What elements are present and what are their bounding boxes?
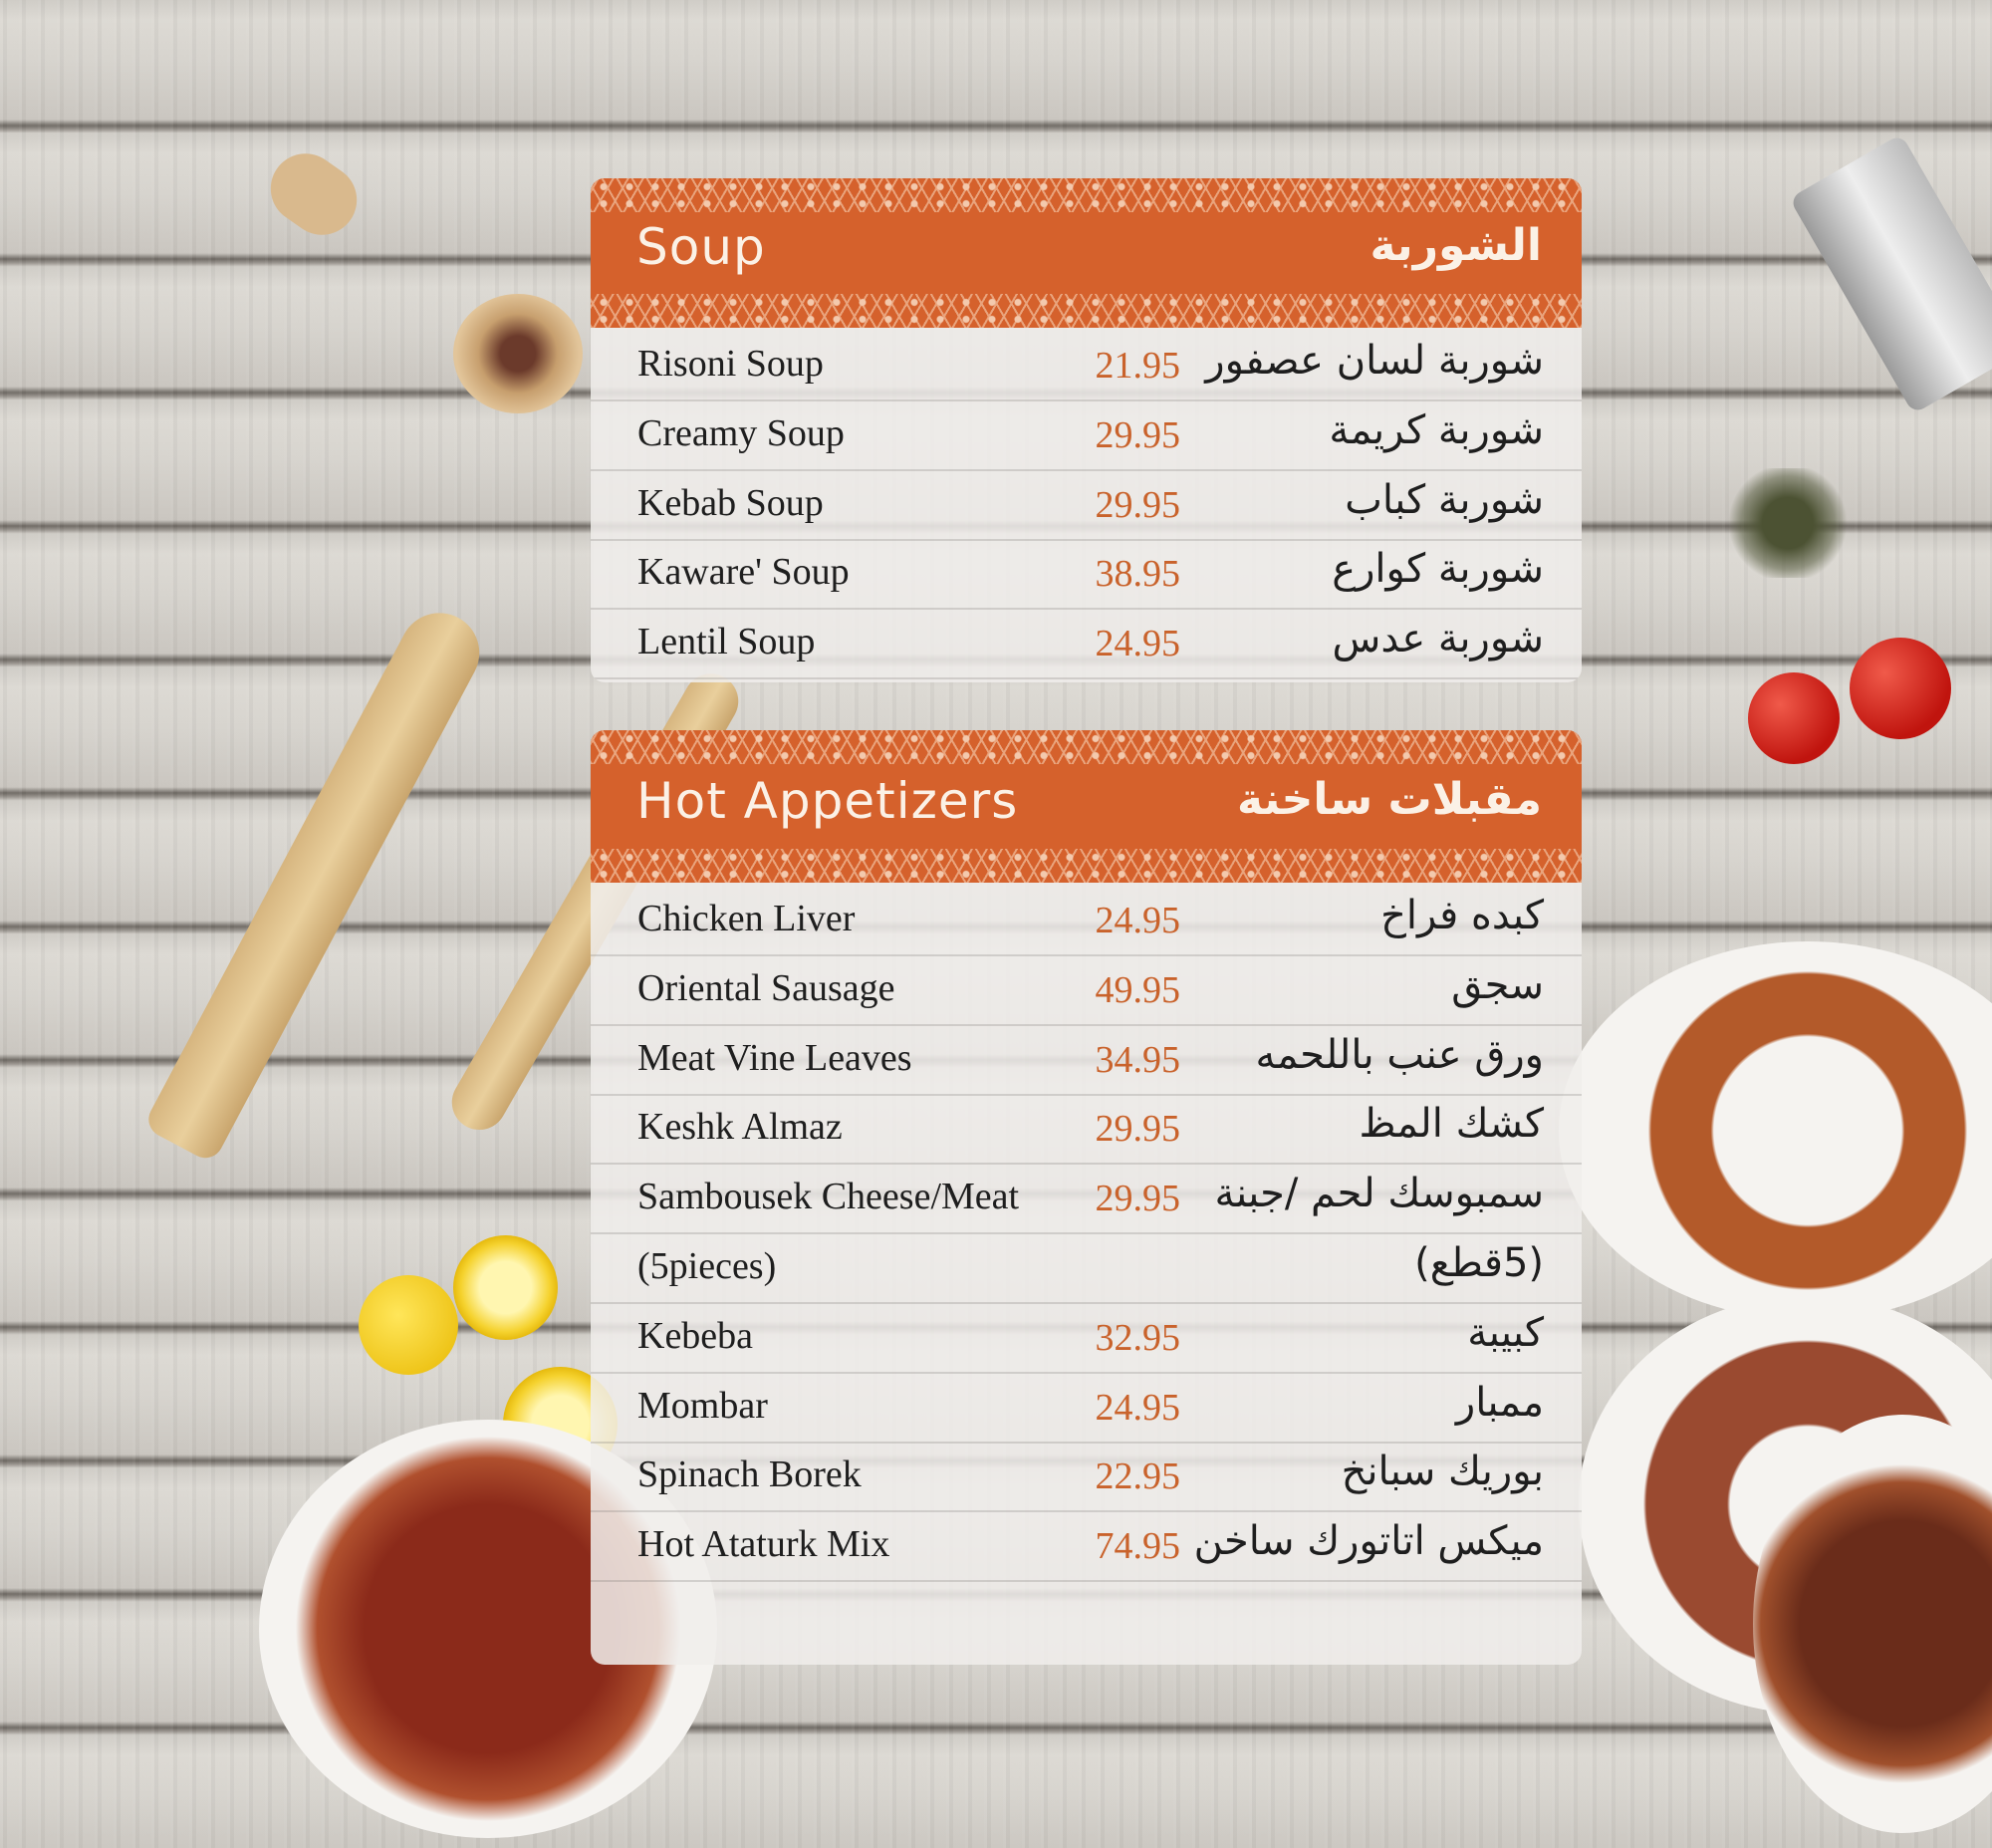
item-price: 38.95 bbox=[1095, 553, 1181, 596]
menu-item-row: Kaware' Soup 38.95 شوربة كوارع bbox=[591, 538, 1582, 611]
item-name-en: (5pieces) bbox=[637, 1245, 777, 1287]
pattern-band bbox=[591, 730, 1582, 764]
item-name-ar: ميكس اتاتورك ساخن bbox=[1193, 1518, 1544, 1565]
item-price: 29.95 bbox=[1095, 1108, 1181, 1151]
item-name-en: Spinach Borek bbox=[637, 1453, 862, 1496]
item-name-en: Oriental Sausage bbox=[637, 966, 895, 1009]
item-name-ar: كبيبة bbox=[1467, 1309, 1544, 1356]
salt-shaker-image bbox=[1789, 133, 1992, 414]
item-name-en: Lentil Soup bbox=[637, 621, 816, 663]
item-price: 29.95 bbox=[1095, 1178, 1181, 1220]
item-name-ar: شوربة كوارع bbox=[1332, 546, 1544, 593]
menu-item-row: Kebeba 32.95 كبيبة bbox=[591, 1302, 1582, 1374]
item-name-en: Risoni Soup bbox=[637, 343, 824, 385]
lemon-image bbox=[453, 1235, 558, 1340]
menu-item-row: Creamy Soup 29.95 شوربة كريمة bbox=[591, 399, 1582, 471]
item-name-ar: كبده فراخ bbox=[1380, 893, 1544, 938]
lemon-image bbox=[359, 1275, 458, 1375]
tomato-image bbox=[1850, 638, 1951, 739]
item-name-en: Meat Vine Leaves bbox=[637, 1036, 912, 1079]
menu-item-row: (5pieces) (5قطع) bbox=[591, 1232, 1582, 1304]
item-name-en: Hot Ataturk Mix bbox=[637, 1523, 890, 1566]
item-price: 49.95 bbox=[1095, 968, 1181, 1011]
menu-section-hot-appetizers: Hot Appetizers مقبلات ساخنة Chicken Live… bbox=[591, 730, 1582, 1665]
kibbeh-plate-image bbox=[1559, 941, 1992, 1320]
item-price: 29.95 bbox=[1095, 483, 1181, 526]
item-name-ar: ورق عنب باللحمه bbox=[1255, 1031, 1544, 1078]
menu-item-row: Chicken Liver 24.95 كبده فراخ bbox=[591, 885, 1582, 956]
item-name-ar: سجق bbox=[1451, 961, 1544, 1008]
item-name-ar: كشك المظ bbox=[1359, 1101, 1544, 1148]
menu-item-row: Mombar 24.95 ممبار bbox=[591, 1372, 1582, 1444]
menu-item-row: Oriental Sausage 49.95 سجق bbox=[591, 954, 1582, 1026]
item-price: 22.95 bbox=[1095, 1455, 1181, 1498]
item-price: 74.95 bbox=[1095, 1525, 1181, 1568]
menu-item-row: Keshk Almaz 29.95 كشك المظ bbox=[591, 1093, 1582, 1166]
item-name-ar: شوربة لسان عصفور bbox=[1205, 338, 1544, 384]
item-price: 29.95 bbox=[1095, 413, 1181, 456]
wooden-scoop-image bbox=[257, 139, 371, 249]
item-name-ar: شوربة عدس bbox=[1332, 616, 1544, 662]
item-name-ar: (5قطع) bbox=[1414, 1240, 1544, 1286]
pattern-band bbox=[591, 294, 1582, 328]
item-price: 32.95 bbox=[1095, 1316, 1181, 1359]
menu-item-row: Hot Ataturk Mix 74.95 ميكس اتاتورك ساخن bbox=[591, 1510, 1582, 1583]
item-name-ar: شوربة كريمة bbox=[1329, 406, 1544, 453]
herbs-image bbox=[1723, 468, 1853, 578]
item-name-en: Creamy Soup bbox=[637, 411, 845, 454]
item-price: 24.95 bbox=[1095, 900, 1181, 941]
section-title-ar: الشوربة bbox=[1370, 220, 1543, 271]
pattern-band bbox=[591, 178, 1582, 212]
section-title-en: Soup bbox=[636, 218, 766, 276]
menu-item-row: Spinach Borek 22.95 بوريك سبانخ bbox=[591, 1441, 1582, 1513]
item-name-en: Sambousek Cheese/Meat bbox=[637, 1176, 1020, 1218]
tomato-image bbox=[1748, 672, 1840, 764]
item-name-en: Chicken Liver bbox=[637, 898, 856, 939]
item-name-ar: شوربة كباب bbox=[1345, 476, 1544, 523]
spatula-image bbox=[141, 599, 494, 1165]
scoop-bowl-image bbox=[453, 294, 583, 413]
item-price: 34.95 bbox=[1095, 1038, 1181, 1081]
item-price: 21.95 bbox=[1095, 345, 1181, 387]
section-title-ar: مقبلات ساخنة bbox=[1237, 774, 1542, 825]
item-name-ar: سمبوسك لحم /جبنة bbox=[1214, 1171, 1544, 1217]
menu-item-row: Meat Vine Leaves 34.95 ورق عنب باللحمه bbox=[591, 1024, 1582, 1096]
menu-item-row: Sambousek Cheese/Meat 29.95 سمبوسك لحم /جب… bbox=[591, 1163, 1582, 1235]
item-name-en: Keshk Almaz bbox=[637, 1106, 843, 1149]
item-name-en: Kebeba bbox=[637, 1314, 754, 1357]
item-price: 24.95 bbox=[1095, 1386, 1181, 1429]
item-name-en: Kaware' Soup bbox=[637, 551, 850, 594]
menu-item-row: Risoni Soup 21.95 شوربة لسان عصفور bbox=[591, 330, 1582, 401]
item-name-ar: بوريك سبانخ bbox=[1341, 1449, 1544, 1495]
pattern-band bbox=[591, 849, 1582, 883]
section-title-en: Hot Appetizers bbox=[636, 772, 1019, 830]
item-name-ar: ممبار bbox=[1455, 1379, 1544, 1426]
menu-item-row: Kebab Soup 29.95 شوربة كباب bbox=[591, 469, 1582, 541]
stew-plate-image bbox=[1753, 1415, 1992, 1833]
item-price: 24.95 bbox=[1095, 623, 1181, 665]
item-name-en: Kebab Soup bbox=[637, 481, 824, 524]
item-name-en: Mombar bbox=[637, 1384, 768, 1427]
menu-item-row: Lentil Soup 24.95 شوربة عدس bbox=[591, 608, 1582, 680]
menu-section-soup: Soup الشوربة Risoni Soup 21.95 شوربة لسان … bbox=[591, 178, 1582, 682]
